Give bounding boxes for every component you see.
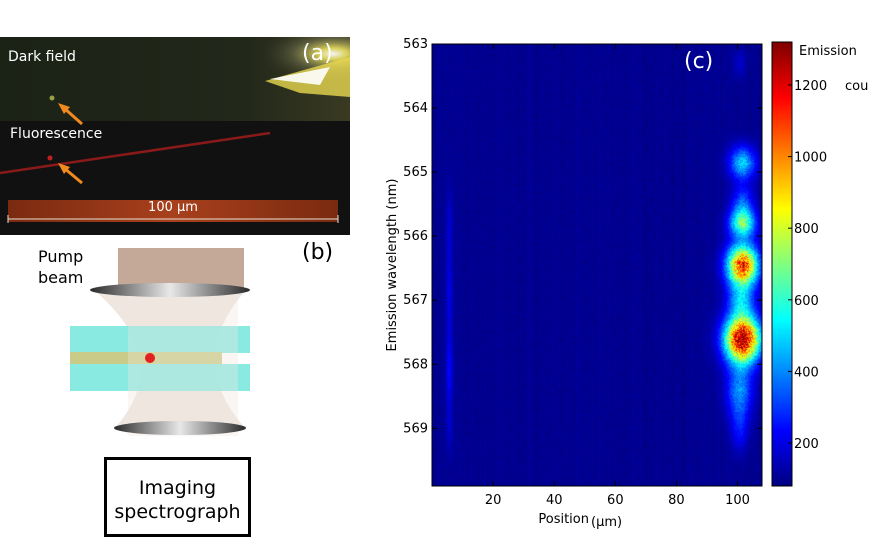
heatmap-chart: 20 40 60 80 100 563 564 565 566 567 568 569 200 400 60… [382,36,868,542]
arrow-icon [58,103,83,126]
x-tick-label: 60 [607,493,624,508]
micrograph-image [0,37,350,235]
dark-field-label: Dark field [8,49,76,65]
y-tick-label: 565 [403,165,428,180]
y-tick-label: 569 [403,421,428,436]
x-tick-label: 80 [668,493,685,508]
y-tick-label: 563 [403,37,428,52]
setup-diagram [70,248,250,436]
y-tick-label: 566 [403,229,428,244]
colorbar-tick-label: 400 [794,365,819,380]
heatmap-plot-area [432,44,762,486]
y-axis-title: Emission wavelength (nm) [385,179,400,352]
x-tick-label: 20 [485,493,502,508]
fluorescence-label: Fluorescence [10,126,103,142]
pump-beam-rect [118,248,244,288]
colorbar-tick-label: 800 [794,222,819,237]
imaging-spectrograph-box: Imaging spectrograph [104,457,251,537]
chart-axes: 20 40 60 80 100 563 564 565 566 567 568 569 200 400 60… [385,37,868,530]
y-tick-label: 567 [403,293,428,308]
panel-c-letter: (c) [684,49,713,74]
x-tick-label: 40 [546,493,563,508]
waveguide-upper [70,326,250,353]
panel-b-letter: (b) [302,240,334,265]
colorbar [772,42,792,486]
top-lens [90,283,250,297]
bottom-lens [114,421,246,435]
colorbar-tick-label: 600 [794,294,819,309]
colorbar-tick-label: 200 [794,437,819,452]
waveguide-lower [70,364,250,391]
emitter-dot [145,353,155,363]
x-axis-title: Position [538,512,589,527]
fluorescence-streak [0,131,271,175]
nanowire-spot [49,95,55,101]
panel-a-letter: (a) [302,41,333,66]
micrograph-panel: Dark field Fluorescence 100 μm (a) [0,37,350,235]
y-tick-label: 568 [403,357,428,372]
x-tick-label: 100 [725,493,750,508]
y-tick-label: 564 [403,101,428,116]
arrow-icon [58,163,83,185]
pump-beam-label: Pump beam [38,247,84,287]
colorbar-tick-label: 1200 [794,79,827,94]
scale-bar [8,200,338,222]
colorbar-title: Emission [799,44,857,59]
plot-frame [431,43,763,487]
colorbar-unit-label: counts [845,79,868,94]
x-axis-unit: (μm) [591,515,622,530]
colorbar-tick-label: 1000 [794,151,827,166]
colorbar-frame [771,41,793,487]
scale-bar-label: 100 μm [148,200,198,215]
